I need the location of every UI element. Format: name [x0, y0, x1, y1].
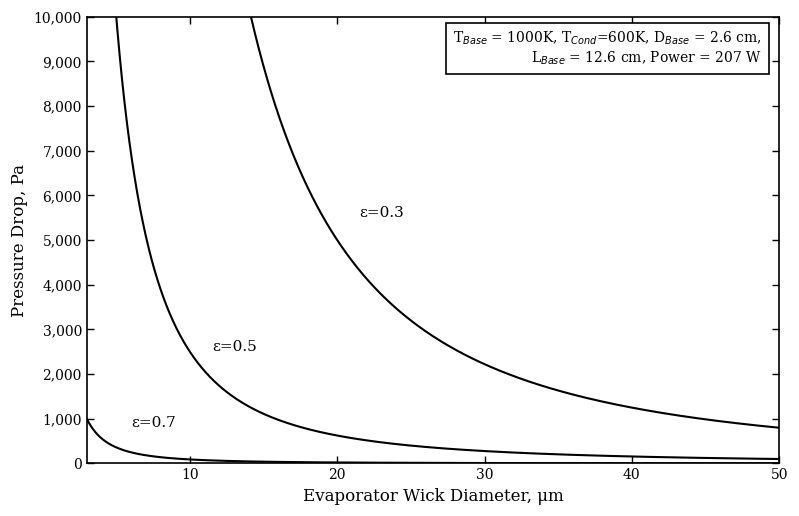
Text: ε=0.5: ε=0.5 — [212, 340, 256, 354]
Y-axis label: Pressure Drop, Pa: Pressure Drop, Pa — [11, 164, 28, 316]
X-axis label: Evaporator Wick Diameter, μm: Evaporator Wick Diameter, μm — [303, 488, 563, 505]
Text: ε=0.3: ε=0.3 — [360, 206, 404, 220]
Text: ε=0.7: ε=0.7 — [131, 416, 176, 430]
Text: T$_{Base}$ = 1000K, T$_{Cond}$=600K, D$_{Base}$ = 2.6 cm,
L$_{Base}$ = 12.6 cm, : T$_{Base}$ = 1000K, T$_{Cond}$=600K, D$_… — [453, 30, 761, 68]
